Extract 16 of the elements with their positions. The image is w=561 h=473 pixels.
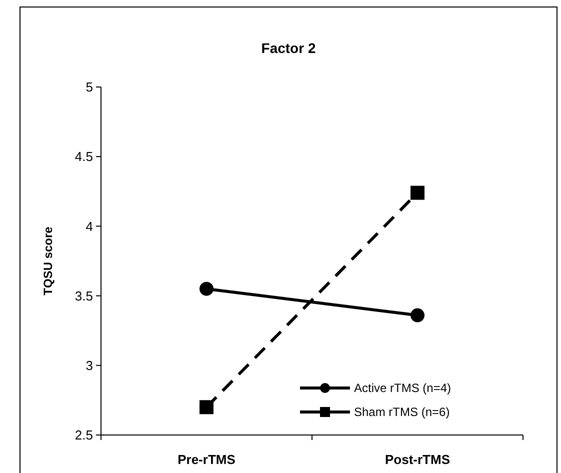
x-tick-label: Pre-rTMS	[178, 452, 236, 467]
legend-label: Sham rTMS (n=6)	[354, 405, 450, 420]
point	[410, 308, 424, 322]
y-tick-label: 4.5	[74, 149, 93, 164]
legend-label: Active rTMS (n=4)	[354, 381, 452, 396]
y-axis-title: TQSU score	[41, 226, 55, 296]
point	[200, 400, 214, 414]
y-tick-label: 2.5	[74, 428, 93, 443]
x-tick-label: Post-rTMS	[385, 452, 450, 467]
y-tick-label: 3.5	[74, 288, 93, 304]
y-tick-label: 5	[86, 80, 93, 95]
chart-title: Factor 2	[261, 40, 316, 56]
point	[200, 282, 214, 296]
y-tick-label: 4	[86, 218, 93, 234]
point	[410, 186, 424, 200]
y-tick-label: 3	[86, 358, 93, 373]
